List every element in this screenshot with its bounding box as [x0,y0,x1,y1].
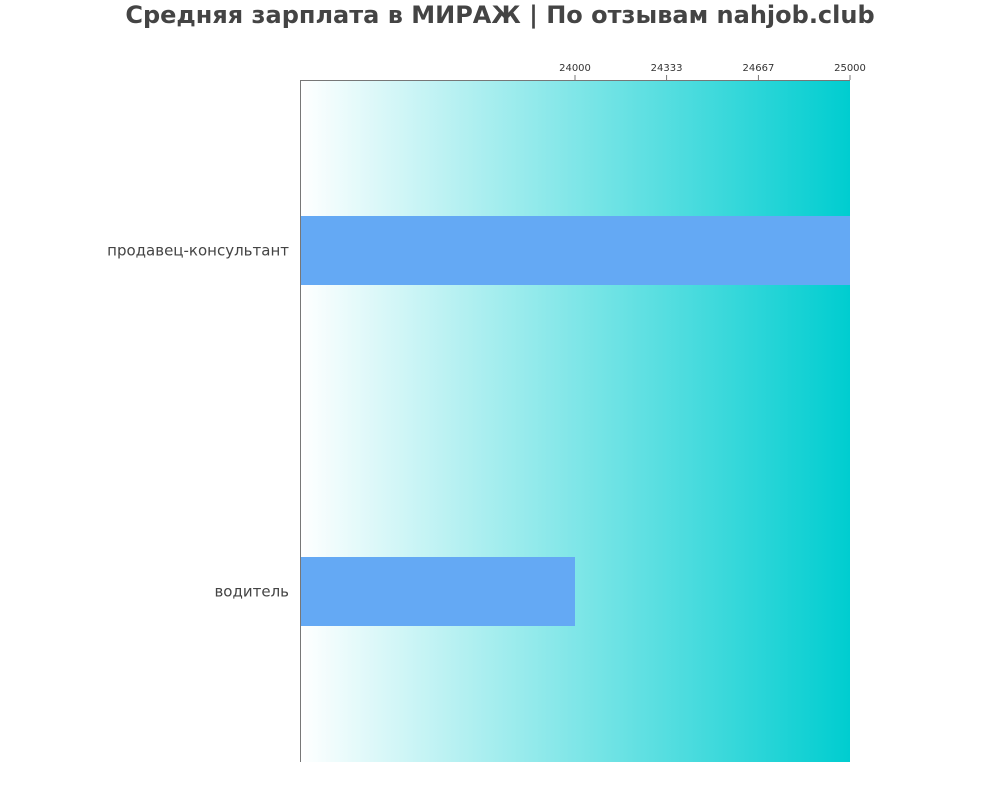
category-label-1: водитель [214,583,289,601]
bars [300,216,850,626]
x-tick-label-1: 24333 [651,63,683,74]
chart-title: Средняя зарплата в МИРАЖ | По отзывам na… [125,1,875,29]
plot-background [300,80,850,762]
bar-1 [300,557,575,626]
category-label-0: продавец-консультант [107,242,289,260]
x-tick-label-0: 24000 [559,63,591,74]
bar-0 [300,216,850,285]
x-tick-label-2: 24667 [743,63,775,74]
category-labels: продавец-консультант водитель [107,242,289,601]
x-tick-label-3: 25000 [834,63,866,74]
x-axis-ticks: 24000 24333 24667 25000 [559,63,866,80]
